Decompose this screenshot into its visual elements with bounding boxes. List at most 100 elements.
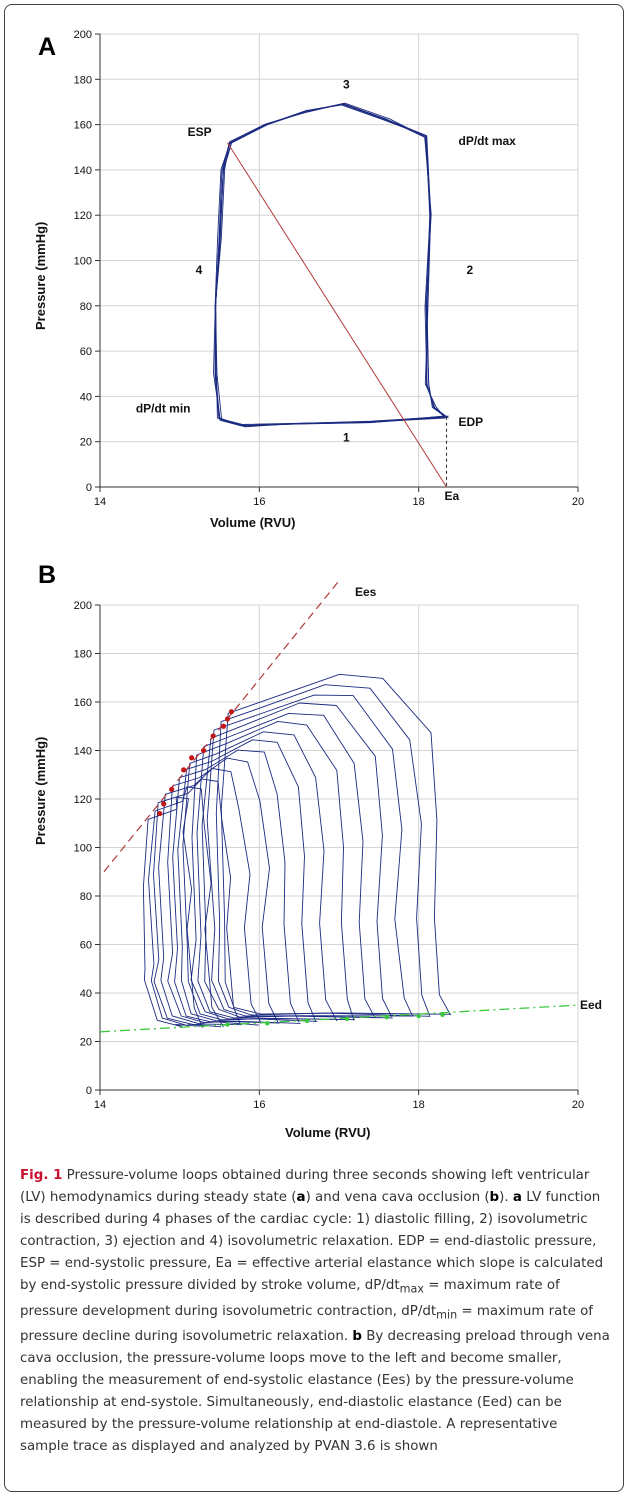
- panel-b-x-tick-label: 14: [94, 1099, 106, 1111]
- caption-b-text: By decreasing preload through vena cava …: [20, 1329, 610, 1455]
- panel-b-eed-line: [99, 1004, 579, 1033]
- panel-a-loop-trace: [214, 104, 446, 428]
- panel-a-grid: [100, 33, 579, 487]
- panel-b-eed-point: [304, 1018, 310, 1024]
- panel-b-loop-line: [182, 731, 339, 1022]
- panel-a-label: A: [38, 33, 56, 61]
- panel-a-annotation: dP/dt max: [459, 134, 517, 148]
- panel-a-y-tick-label: 60: [80, 346, 92, 358]
- panel-a-ea-line: [227, 142, 447, 488]
- panel-b-eed-point: [416, 1013, 421, 1019]
- panel-a-ea-label: Ea: [445, 489, 460, 503]
- panel-b-x-tick-label: 16: [253, 1099, 265, 1111]
- panel-a-annotation: 4: [196, 263, 203, 277]
- panel-b-loop-line: [142, 796, 205, 1028]
- panel-b-ees-point: [228, 709, 235, 715]
- panel-a-plot: Ea: [213, 102, 460, 503]
- panel-a-y-tick-label: 100: [74, 256, 92, 268]
- figure-frame: [4, 4, 624, 1492]
- panel-b-ees-point: [200, 747, 207, 754]
- figure-caption: Fig. 1 Pressure-volume loops obtained du…: [20, 1165, 610, 1458]
- panel-b-y-tick-label: 180: [74, 649, 92, 661]
- panel-b-eed-point: [344, 1016, 350, 1022]
- caption-max-text: = maximum rate of pressure development d…: [20, 1278, 560, 1319]
- panel-b-loop-line: [177, 739, 318, 1022]
- panel-b-loop-line: [148, 786, 224, 1028]
- panel-a-x-tick-label: 20: [572, 496, 584, 508]
- panel-a-chart: A Volume (RVU) Pressure (mmHg) 14 16 18 200…: [33, 29, 584, 530]
- panel-b-y-tick-label: 80: [80, 891, 92, 903]
- panel-b-loop-line: [196, 712, 376, 1019]
- panel-b-ees-point: [189, 755, 195, 761]
- panel-b-eed-label: Eed: [580, 998, 602, 1012]
- panel-b-plot: [99, 580, 579, 1033]
- panel-a-x-tick-label: 16: [253, 496, 265, 508]
- panel-a-loop-trace: [214, 104, 448, 426]
- panel-b-eed-point: [384, 1015, 389, 1020]
- panel-b-y-tick-label: 120: [74, 794, 92, 806]
- panel-a-x-tick-label: 14: [94, 496, 106, 508]
- panel-b-y-tick-label: 40: [80, 988, 92, 1000]
- panel-b-ees-point: [224, 716, 231, 722]
- panel-a-annotation: dP/dt min: [136, 401, 191, 415]
- panel-b-loop-line: [153, 778, 242, 1026]
- panel-a-y-tick-label: 180: [74, 74, 92, 86]
- panel-a-y-tick-label: 0: [86, 482, 92, 494]
- panel-b-ees-point: [169, 786, 175, 792]
- panel-b-loop-line: [206, 694, 414, 1017]
- panel-b-x-axis-label: Volume (RVU): [285, 1125, 370, 1140]
- panel-a-y-tick-label: 20: [80, 437, 92, 449]
- panel-b-grid: [100, 604, 579, 1090]
- panel-b-y-tick-label: 100: [74, 843, 92, 855]
- caption-ref-b: b: [489, 1190, 500, 1205]
- panel-a-y-tick-label: 160: [74, 120, 92, 132]
- caption-mid2: ).: [499, 1190, 513, 1205]
- panel-a-loop-trace: [215, 103, 449, 425]
- panel-b-loop-line: [201, 702, 393, 1019]
- panel-b-label: B: [38, 561, 56, 589]
- panel-b-loop-line: [167, 757, 280, 1024]
- panel-a-y-axis-label: Pressure (mmHg): [33, 222, 48, 330]
- panel-b-ees-label: Ees: [355, 585, 377, 599]
- panel-b-y-tick-label: 200: [74, 600, 92, 612]
- panel-b-loop-line: [220, 673, 452, 1016]
- panel-a-loop-trace: [213, 102, 448, 427]
- panel-a-x-axis-label: Volume (RVU): [210, 515, 295, 530]
- caption-intro: Pressure-volume loops obtained during th…: [20, 1168, 590, 1205]
- caption-sub-min: min: [436, 1308, 458, 1322]
- panel-b-y-tick-label: 20: [80, 1037, 92, 1049]
- panel-b-eed-point: [265, 1021, 270, 1026]
- panel-b-y-tick-label: 60: [80, 940, 92, 952]
- panel-b-eed-point: [440, 1012, 445, 1018]
- panel-a-y-tick-label: 120: [74, 210, 92, 222]
- panel-b-loop-line: [158, 768, 262, 1026]
- panel-b-y-axis-label: Pressure (mmHg): [33, 737, 48, 845]
- caption-b-label: b: [352, 1329, 362, 1345]
- panel-a-annotations: 3 ESP dP/dt max 4 2 dP/dt min EDP 1: [136, 77, 516, 444]
- panel-a-annotation: 1: [343, 431, 350, 445]
- caption-a-text: LV function is described during 4 phases…: [20, 1190, 604, 1293]
- panel-a-y-tick-label: 200: [74, 29, 92, 41]
- panel-b-x-tick-label: 20: [572, 1099, 584, 1111]
- panel-b-y-tick-label: 0: [86, 1085, 92, 1097]
- panel-b-chart: B Volume (RVU) Pressure (mmHg) 14 16 18 200…: [33, 561, 602, 1140]
- panel-b-eed-point: [225, 1022, 230, 1027]
- panel-a-y-tick-label: 40: [80, 391, 92, 403]
- panel-b-y-tick-label: 160: [74, 697, 92, 709]
- pv-loop-figure: A Volume (RVU) Pressure (mmHg) 14 16 18 200…: [33, 29, 602, 1140]
- panel-a-annotation: ESP: [188, 125, 212, 139]
- panel-b-x-tick-label: 18: [413, 1099, 425, 1111]
- panel-a-annotation: EDP: [459, 415, 484, 429]
- panel-b-ees-point: [157, 810, 163, 817]
- panel-a-y-tick-label: 80: [80, 301, 92, 313]
- caption-mid1: ) and vena cava occlusion (: [305, 1190, 490, 1205]
- panel-a-annotation: 3: [343, 77, 350, 91]
- caption-ref-a: a: [296, 1190, 306, 1205]
- panel-b-ees-point: [161, 801, 167, 807]
- panel-a-annotation: 2: [466, 263, 473, 277]
- panel-b-ees-point: [181, 767, 187, 773]
- panel-b-loop-line: [215, 684, 431, 1017]
- caption-a-label: a: [512, 1190, 522, 1205]
